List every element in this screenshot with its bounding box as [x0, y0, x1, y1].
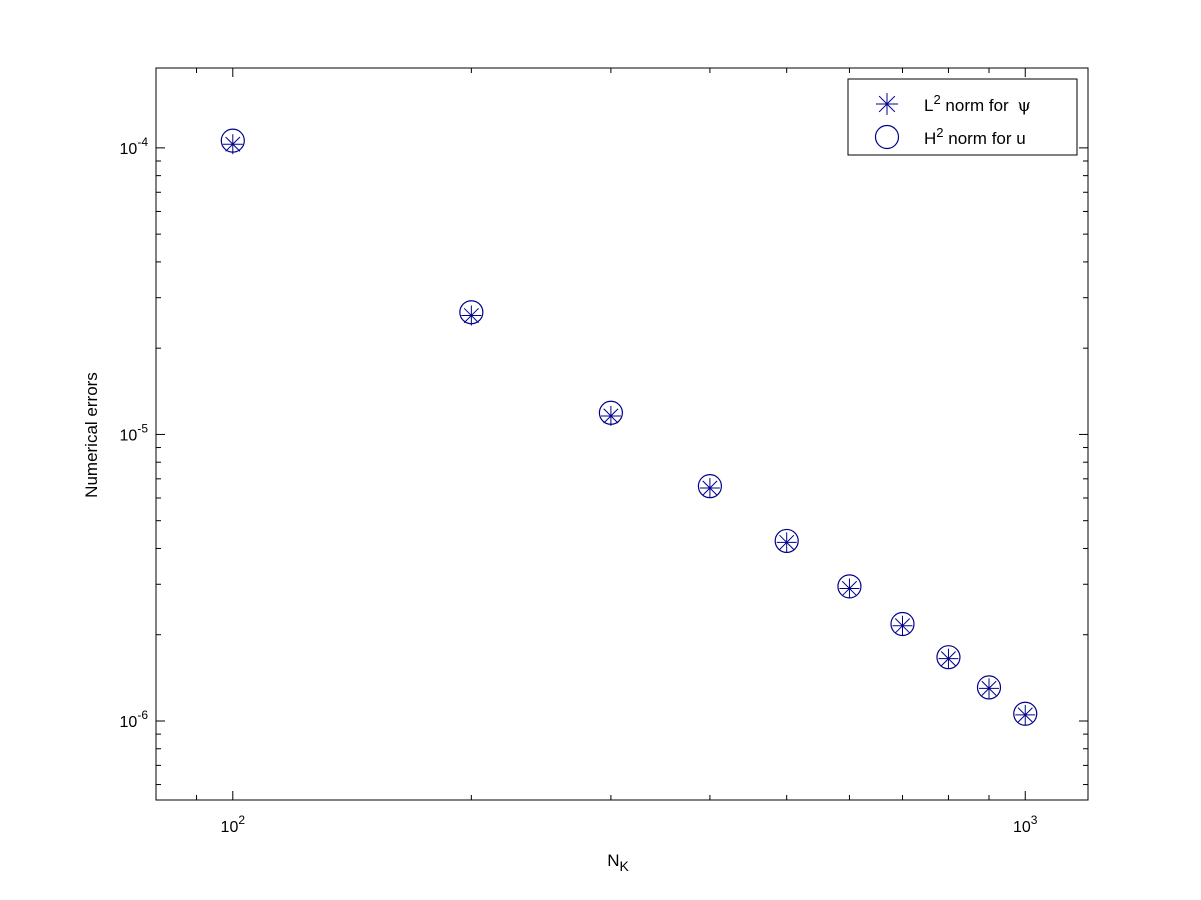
legend-greek-psi: ψ — [1017, 96, 1030, 116]
data-point-asterisk — [978, 678, 999, 699]
legend-circle — [874, 124, 900, 150]
data-point-circle — [697, 474, 723, 499]
x-axis-label-subscript: K — [619, 858, 629, 874]
legend-superscript: 2 — [933, 92, 940, 107]
axis-ticks — [155, 68, 1088, 800]
data-point-asterisk — [600, 405, 621, 426]
data-point-asterisk — [699, 478, 720, 499]
legend-entry-h2-norm-u: H2 norm for u — [924, 125, 1026, 148]
data-point-circle — [890, 611, 915, 637]
legend-entry-l2-norm-psi: L2 norm for ψ — [924, 92, 1031, 116]
data-point-circle — [598, 400, 623, 425]
data-point-asterisk — [839, 578, 860, 599]
legend: L2 norm for ψ H2 norm for u — [847, 78, 1078, 156]
legend-marker-circle — [874, 124, 900, 150]
data-point-asterisk — [222, 134, 243, 155]
data-point-asterisk — [461, 305, 482, 326]
y-tick-labels: 10-6 10-5 10-4 — [120, 135, 149, 731]
y-axis-label: Numerical errors — [82, 372, 101, 498]
legend-asterisk — [876, 93, 898, 115]
data-point-asterisk — [776, 532, 797, 553]
x-tick-label: 103 — [1013, 813, 1038, 836]
data-point-circle — [220, 128, 245, 153]
plot-area — [155, 67, 1089, 801]
x-axis-label: NK — [607, 851, 629, 874]
y-tick-label: 10-4 — [120, 135, 149, 158]
data-point-circle — [936, 645, 961, 670]
data-point-circle — [774, 528, 799, 554]
data-point-circle — [976, 675, 1002, 700]
legend-box — [847, 78, 1078, 156]
data-point-circle — [1013, 701, 1038, 726]
legend-superscript: 2 — [936, 125, 943, 140]
data-points — [220, 128, 1038, 726]
x-tick-label: 102 — [221, 813, 246, 836]
x-tick-labels: 102 103 — [221, 813, 1038, 836]
y-tick-label: 10-5 — [120, 421, 149, 444]
data-point-circle — [837, 574, 862, 599]
data-point-asterisk — [938, 648, 959, 669]
legend-marker-asterisk — [876, 93, 898, 115]
data-point-circle — [459, 300, 484, 325]
y-tick-label: 10-6 — [120, 708, 149, 731]
data-point-asterisk — [892, 615, 913, 636]
data-point-asterisk — [1015, 704, 1036, 725]
